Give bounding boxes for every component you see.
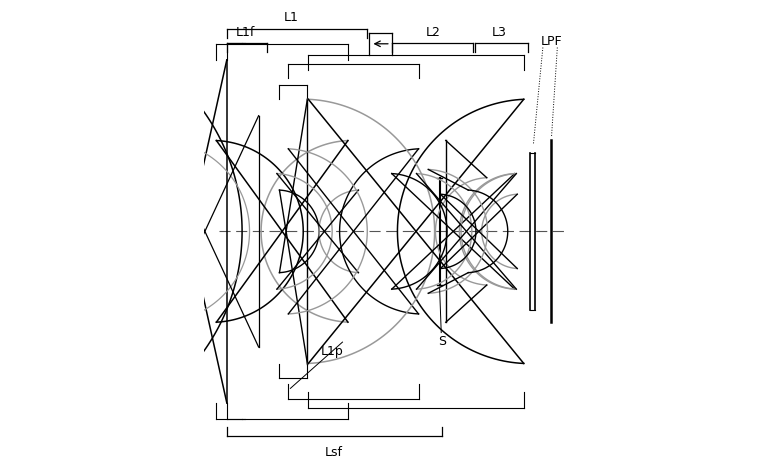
Text: L1p: L1p [321, 345, 343, 358]
Text: L3: L3 [492, 26, 507, 39]
Text: S: S [438, 335, 445, 348]
Text: LPF: LPF [541, 35, 562, 48]
Text: Lsf: Lsf [325, 446, 343, 459]
Text: L2: L2 [426, 26, 441, 39]
Text: L1: L1 [283, 11, 298, 24]
Text: L1f: L1f [236, 26, 255, 39]
